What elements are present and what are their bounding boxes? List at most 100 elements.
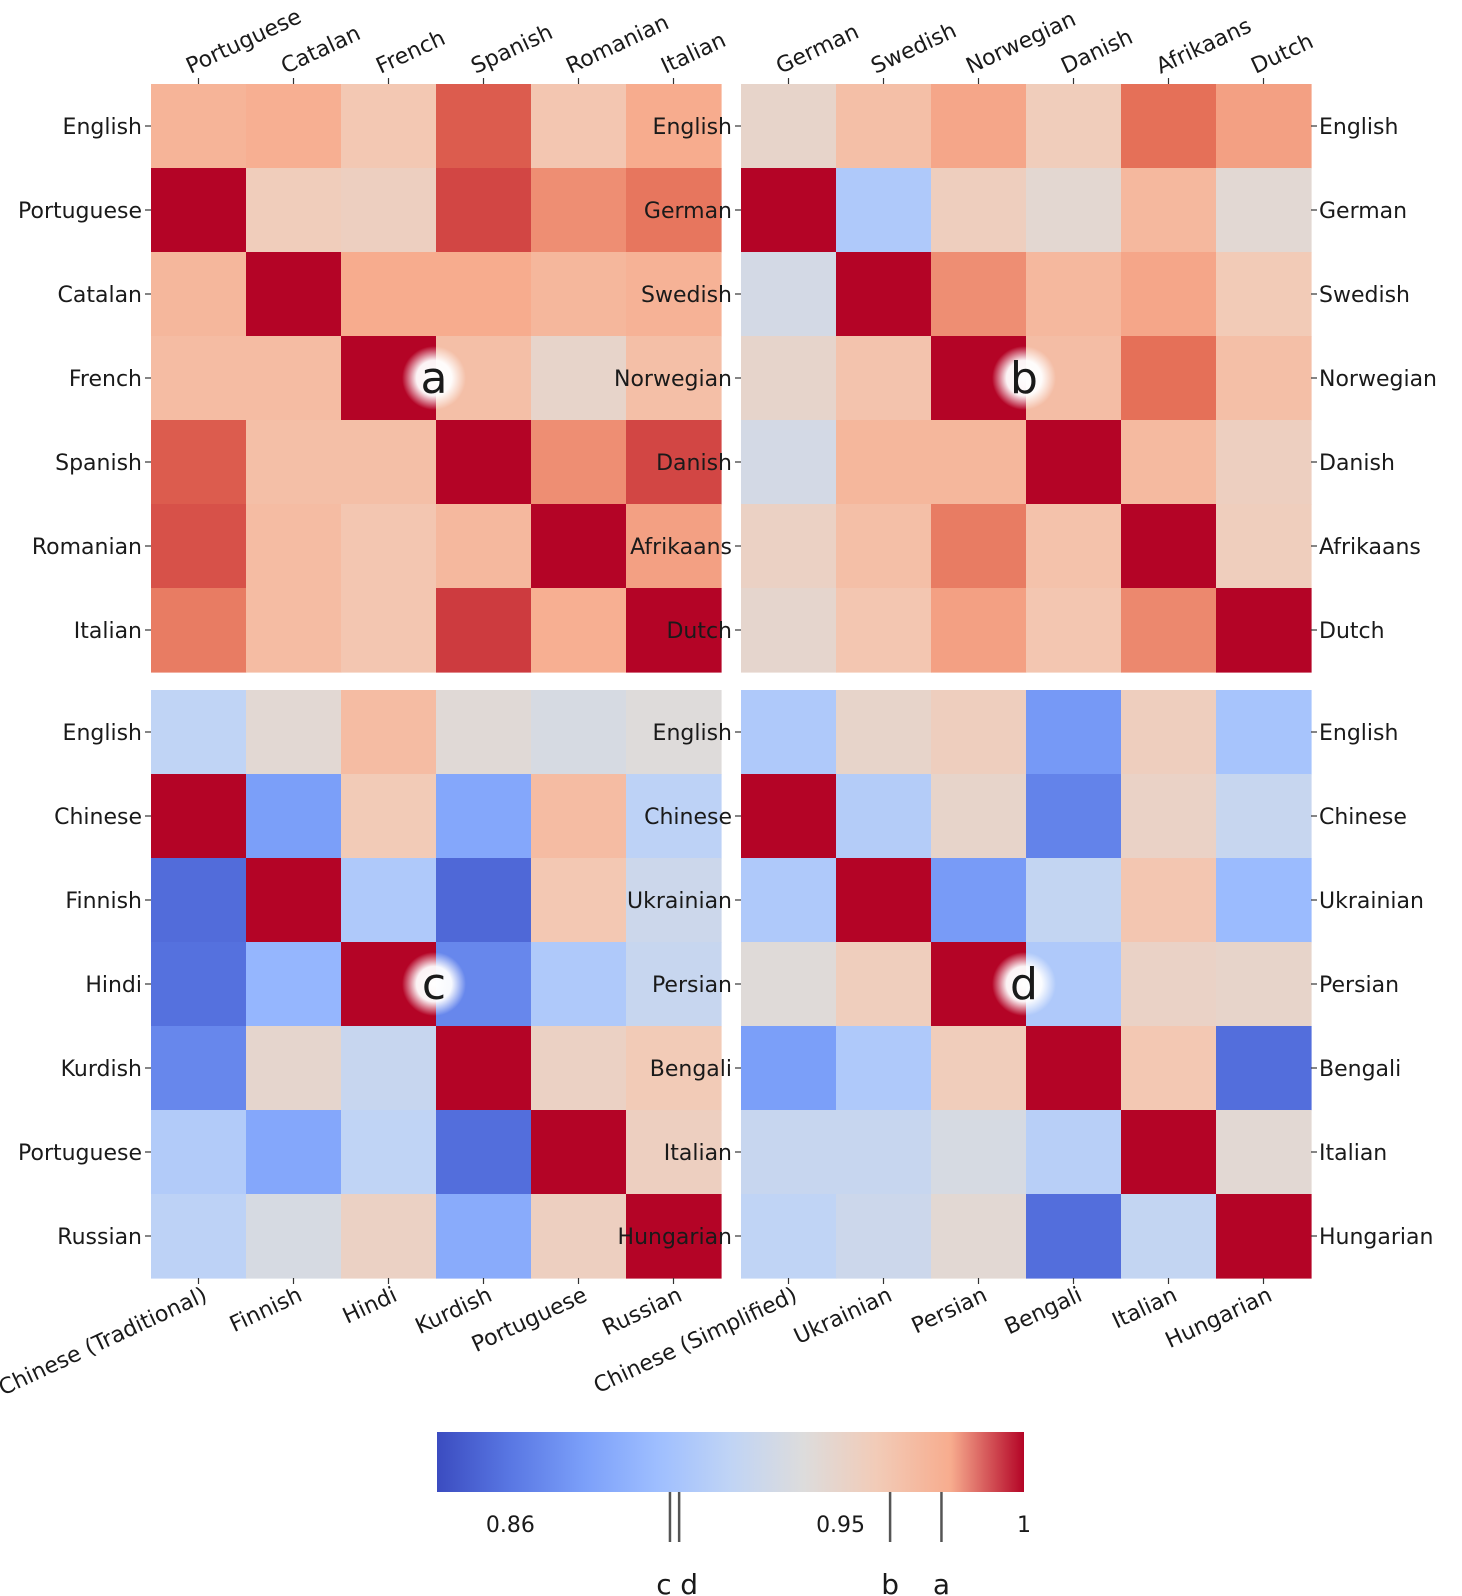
heatmap-cell (341, 1194, 437, 1279)
panel-marker-label: a (421, 353, 448, 404)
column-label: Hungarian (1162, 1283, 1276, 1354)
row-label: Italian (74, 619, 142, 644)
heatmap-cell (741, 420, 837, 505)
column-label: Bengali (1001, 1283, 1086, 1340)
row-label: Romanian (32, 535, 142, 560)
heatmap-cell (1216, 690, 1312, 775)
row-label: Hungarian (618, 1225, 732, 1250)
heatmap-cell (531, 1110, 627, 1195)
row-label: English (653, 721, 732, 746)
row-label: Chinese (644, 805, 732, 830)
heatmap-panel-a: EnglishPortugueseCatalanFrenchSpanishRom… (18, 4, 730, 673)
heatmap-cell (531, 858, 627, 943)
heatmap-cell (1216, 942, 1312, 1027)
panel-marker-glow (402, 952, 466, 1016)
heatmap-cell (341, 1110, 437, 1195)
heatmap-cell (1026, 1194, 1122, 1279)
heatmap-cell (1216, 420, 1312, 505)
row-label: French (69, 367, 142, 392)
heatmap-cell (246, 336, 342, 421)
heatmap-cell (626, 504, 722, 589)
heatmap-cell (246, 168, 342, 253)
heatmap-cell (836, 858, 932, 943)
heatmap-cell (531, 690, 627, 775)
heatmap-cell (531, 84, 627, 169)
heatmap-cell (151, 774, 247, 859)
column-label: French (372, 26, 449, 80)
heatmap-cell (1121, 1194, 1217, 1279)
right-row-label: Persian (1319, 973, 1399, 998)
heatmap-cell (1026, 588, 1122, 673)
heatmap-cell (836, 504, 932, 589)
heatmap-cell (741, 690, 837, 775)
heatmap-cell (626, 942, 722, 1027)
heatmap-cell (151, 858, 247, 943)
heatmap-cell (246, 1026, 342, 1111)
column-label: Chinese (Traditional) (0, 1283, 211, 1401)
heatmap-cell (1121, 420, 1217, 505)
column-label: Romanian (562, 10, 672, 79)
heatmap-cell (741, 1194, 837, 1279)
heatmap-cell (151, 690, 247, 775)
heatmap-cell (1216, 858, 1312, 943)
heatmap-cell (531, 168, 627, 253)
right-row-label: Afrikaans (1319, 535, 1421, 560)
heatmap-cell (741, 774, 837, 859)
heatmap-cell (246, 84, 342, 169)
column-label: Dutch (1247, 29, 1317, 79)
panel-marker-glow (992, 952, 1056, 1016)
heatmap-cell (341, 858, 437, 943)
heatmap-cell (1216, 336, 1312, 421)
heatmap-cell (931, 420, 1027, 505)
heatmap-cell (836, 774, 932, 859)
heatmap-cell (931, 588, 1027, 673)
row-label: Dutch (666, 619, 732, 644)
heatmap-cell (626, 84, 722, 169)
heatmap-cell (1121, 774, 1217, 859)
heatmap-cell (436, 1026, 532, 1111)
heatmap-cell (531, 1194, 627, 1279)
heatmap-cell (436, 168, 532, 253)
heatmap-cell (246, 690, 342, 775)
heatmap-cell (151, 420, 247, 505)
right-row-label: Italian (1319, 1141, 1387, 1166)
heatmap-cell (1216, 84, 1312, 169)
heatmap-cell (341, 690, 437, 775)
heatmap-cell (931, 1194, 1027, 1279)
row-label: Russian (57, 1225, 142, 1250)
panel-marker-glow (402, 346, 466, 410)
heatmap-cell (436, 504, 532, 589)
right-row-label: Ukrainian (1319, 889, 1424, 914)
heatmap-cell (341, 774, 437, 859)
heatmap-cell (436, 84, 532, 169)
heatmap-cell (1216, 588, 1312, 673)
column-label: Hindi (339, 1283, 401, 1330)
heatmap-cell (836, 1194, 932, 1279)
heatmap-cell (341, 420, 437, 505)
heatmap-cell (836, 420, 932, 505)
heatmap-cell (531, 420, 627, 505)
heatmap-cell (341, 168, 437, 253)
heatmap-cell (531, 1026, 627, 1111)
heatmap-cell (1026, 1026, 1122, 1111)
heatmap-cell (1216, 1194, 1312, 1279)
heatmap-cell (1216, 1110, 1312, 1195)
heatmap-panel-c: English Chinese Finnish Hindi Kurdish Portugu… (0, 690, 722, 1401)
colorbar-tick-label: 0.95 (816, 1513, 865, 1538)
row-label: English (63, 115, 142, 140)
panel-marker-label: c (422, 959, 446, 1010)
column-label: Finnish (226, 1283, 306, 1338)
heatmap-cell (1121, 84, 1217, 169)
heatmap-cell (741, 942, 837, 1027)
heatmap-cell (436, 858, 532, 943)
heatmap-cell (151, 168, 247, 253)
heatmap-cell (836, 690, 932, 775)
heatmap-panel-b: EnglishGermanSwedishNorwegianDanishAfrik… (614, 7, 1437, 673)
heatmap-cell (151, 504, 247, 589)
heatmap-cell (531, 252, 627, 337)
heatmap-cell (626, 1026, 722, 1111)
heatmap-cell (246, 588, 342, 673)
heatmap-cell (1121, 858, 1217, 943)
heatmap-cell (836, 588, 932, 673)
heatmap-cell (151, 1026, 247, 1111)
